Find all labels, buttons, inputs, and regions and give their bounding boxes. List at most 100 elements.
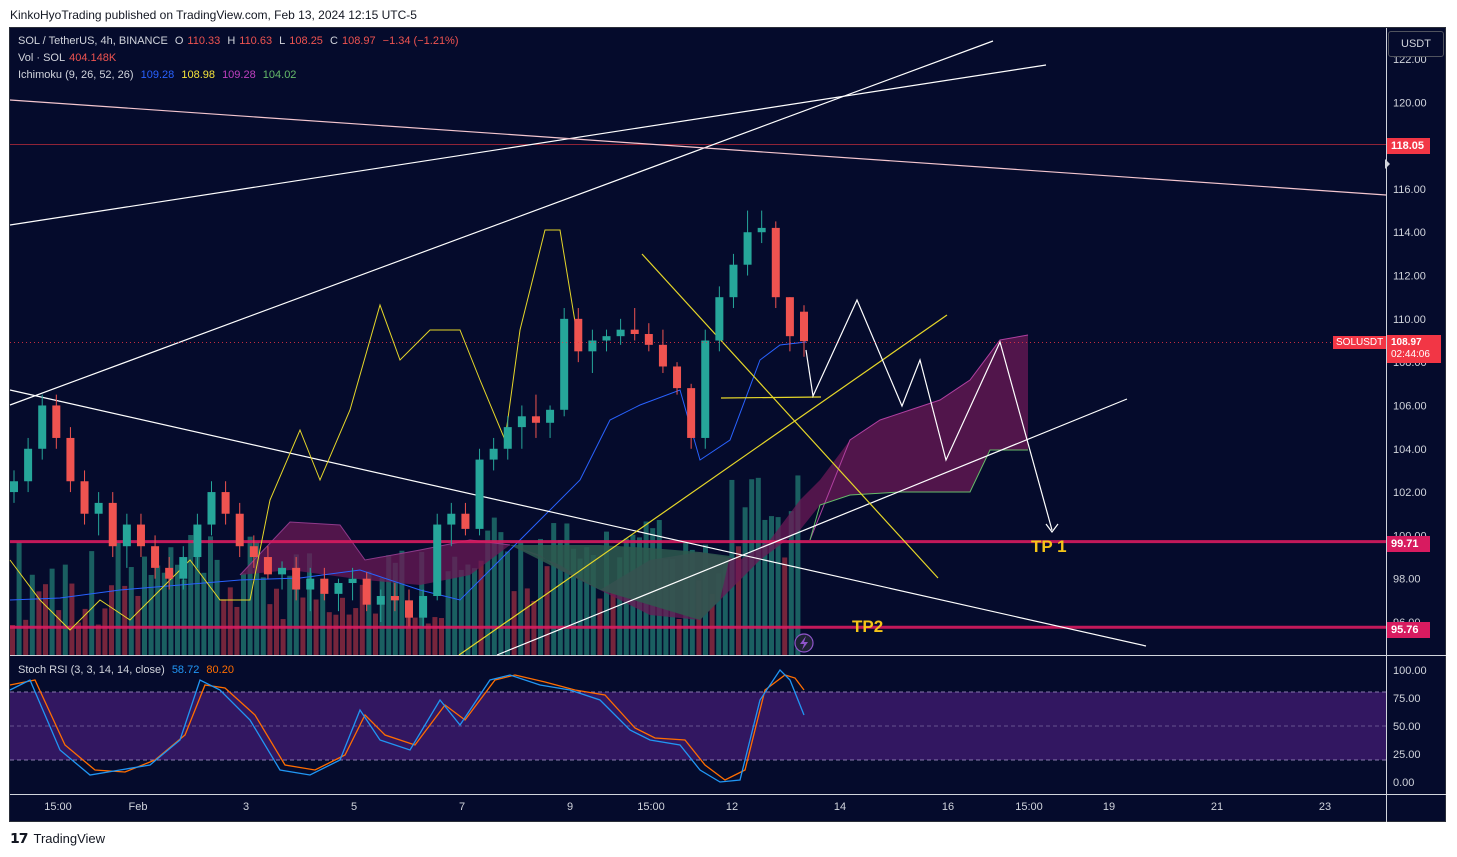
volume-bar (254, 542, 260, 655)
volume-bar (478, 560, 484, 655)
trendline (496, 398, 1128, 656)
price-tick: 106.00 (1393, 400, 1427, 412)
volume-bar (610, 592, 616, 655)
volume-bar (333, 614, 339, 655)
close-value: 108.97 (341, 35, 376, 47)
ichimoku-legend[interactable]: Ichimoku (9, 26, 52, 26) 109.28 108.98 1… (18, 69, 300, 81)
stoch-k-value: 58.72 (171, 664, 200, 676)
candle-body (630, 329, 639, 335)
stoch-legend[interactable]: Stoch RSI (3, 3, 14, 14, close) 58.72 80… (18, 664, 238, 676)
stoch-tick: 100.00 (1393, 665, 1427, 677)
candle-body (517, 416, 526, 428)
candle-body (390, 596, 399, 601)
volume-bar (43, 584, 48, 655)
volume-bar (135, 595, 141, 655)
publish-header: KinkoHyoTrading published on TradingView… (10, 8, 417, 22)
candle-body (24, 448, 33, 482)
price-tick: 104.00 (1393, 444, 1427, 456)
volume-bar (36, 591, 42, 655)
stoch-k-line (9, 668, 805, 783)
volume-bar (10, 625, 15, 655)
volume-legend[interactable]: Vol · SOL 404.148K (18, 52, 120, 64)
stoch-tick: 75.00 (1393, 693, 1421, 705)
trendline (9, 64, 1047, 226)
scale-marker-icon (1385, 159, 1390, 169)
volume-bar (267, 604, 273, 655)
volume-bar (557, 539, 563, 655)
price-tick: 122.00 (1393, 54, 1427, 66)
volume-bar (194, 549, 200, 655)
stoch-tick: 25.00 (1393, 749, 1421, 761)
ohlc-legend: SOL / TetherUS, 4h, BINANCE O 110.33 H 110… (18, 35, 463, 47)
time-axis: 15:00 Feb 3 5 7 9 15:00 12 14 16 15:00 19 21 23 (44, 801, 1331, 813)
volume-bar (788, 511, 794, 655)
volume-bar (168, 547, 174, 655)
volume-bar (379, 577, 385, 655)
time-tick: 7 (459, 801, 465, 813)
price-tick: 120.00 (1393, 97, 1427, 109)
volume-bar (69, 583, 75, 655)
volume-bar (722, 560, 728, 655)
volume-bar (742, 507, 748, 655)
candle-body (66, 437, 75, 482)
trendline (9, 99, 1387, 196)
volume-bar (280, 619, 286, 655)
volume-bar (769, 516, 774, 655)
candle-body (179, 557, 188, 579)
candle-body (461, 513, 470, 529)
low-value: 108.25 (289, 35, 323, 47)
yellow-trendline (458, 314, 948, 656)
cloud-edge (809, 449, 1028, 541)
candle-body (602, 336, 611, 341)
volume-bar (23, 619, 29, 655)
stoch-label: Stoch RSI (3, 3, 14, 14, close) (18, 664, 165, 676)
lightning-icon[interactable] (794, 633, 814, 653)
volume-bar (95, 624, 101, 655)
candle-body (221, 492, 230, 514)
currency-button[interactable]: USDT (1388, 31, 1444, 57)
volume-bar (366, 571, 372, 655)
price-tag-tp1: 99.71 (1387, 536, 1430, 552)
volume-bar (399, 550, 405, 655)
volume-bar (676, 618, 682, 655)
candle-body (785, 297, 794, 337)
volume-bar (16, 542, 22, 655)
projection-path (805, 298, 1053, 531)
candle-body (715, 297, 724, 341)
candle-body (306, 578, 315, 590)
candle-body (701, 340, 710, 438)
cloud-edge (239, 521, 511, 576)
time-tick: 15:00 (1015, 801, 1043, 813)
volume-bar (762, 519, 768, 655)
candle-body (475, 459, 484, 529)
volume-bar (373, 613, 378, 655)
symbol-label[interactable]: SOL / TetherUS, 4h, BINANCE (18, 35, 168, 47)
time-tick: 9 (567, 801, 573, 813)
volume-bar (590, 554, 596, 655)
volume-bar (577, 558, 583, 655)
candle-body (729, 264, 738, 298)
volume-bar (175, 564, 180, 655)
volume-bar (241, 573, 246, 655)
cloud-bullish (510, 545, 730, 620)
ichimoku-label: Ichimoku (9, 26, 52, 26) (18, 69, 134, 81)
volume-bar (359, 584, 365, 655)
volume-bar (29, 574, 35, 655)
candle-body (108, 502, 117, 547)
volume-bar (491, 517, 497, 655)
price-tick: 114.00 (1393, 227, 1426, 239)
candle-body (10, 481, 18, 493)
candle-body (560, 318, 569, 410)
price-tick: 102.00 (1393, 487, 1427, 499)
candle-body (292, 567, 301, 590)
volume-bar (584, 547, 590, 655)
volume-bar (161, 572, 167, 655)
trendline (9, 40, 994, 406)
change-value: −1.34 (−1.21%) (382, 35, 459, 47)
volume-bar (260, 577, 266, 655)
volume-bar (122, 585, 128, 655)
candle-body (263, 557, 272, 575)
volume-bar (439, 618, 444, 655)
candle-body (574, 318, 583, 352)
